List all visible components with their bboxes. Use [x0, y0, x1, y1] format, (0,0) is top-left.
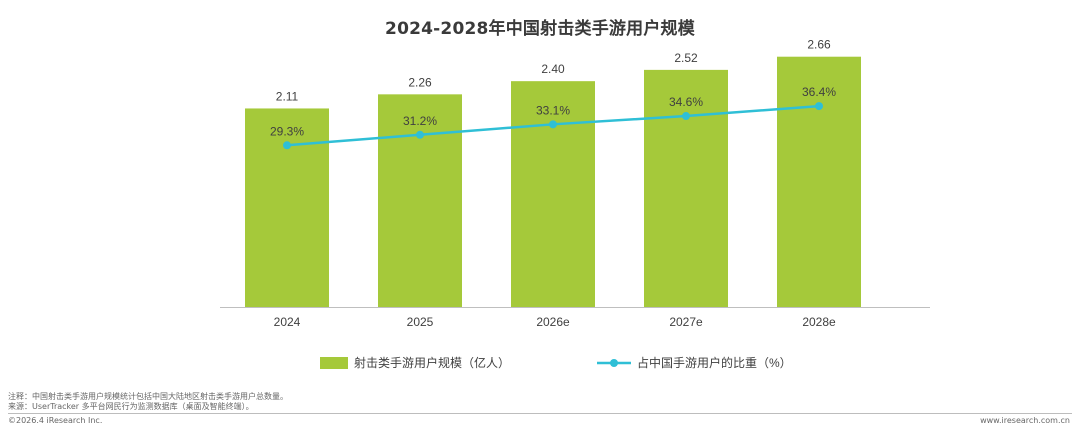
footnote-note: 注释：中国射击类手游用户规模统计包括中国大陆地区射击类手游用户总数量。 — [8, 392, 288, 401]
x-tick-2027e: 2027e — [669, 315, 703, 329]
line-label-2027e: 34.6% — [669, 95, 703, 109]
line-point-2028e — [815, 102, 823, 111]
website-text: www.iresearch.com.cn — [980, 416, 1070, 425]
bar-label-2024: 2.11 — [276, 89, 299, 103]
x-tick-2025: 2025 — [407, 315, 434, 329]
legend-label-bar: 射击类手游用户规模（亿人） — [354, 355, 510, 370]
line-point-2025 — [416, 130, 424, 139]
bar-2026e — [511, 81, 595, 307]
x-tick-2028e: 2028e — [802, 315, 836, 329]
legend-label-line: 占中国手游用户的比重（%） — [637, 355, 792, 370]
combo-chart: 2.11 2024 2.26 2025 2.40 2026e 2.52 2027e 2.66 20… — [220, 38, 930, 370]
chart-title: 2024-2028年中国射击类手游用户规模 — [385, 19, 695, 39]
x-tick-2026e: 2026e — [536, 315, 570, 329]
bar-label-2028e: 2.66 — [807, 38, 831, 52]
bar-label-2025: 2.26 — [408, 75, 432, 89]
footer-divider — [8, 413, 1072, 414]
bar-2028e — [777, 56, 861, 307]
legend-swatch-line-marker — [610, 359, 618, 367]
bar-2027e — [644, 69, 728, 307]
line-point-2024 — [283, 141, 291, 150]
line-label-2026e: 33.1% — [536, 103, 570, 117]
line-label-2028e: 36.4% — [802, 85, 836, 99]
line-point-2026e — [549, 120, 557, 129]
x-tick-2024: 2024 — [274, 315, 301, 329]
bar-2025 — [378, 94, 462, 307]
line-label-2025: 31.2% — [403, 114, 437, 128]
footnote-source: 来源：UserTracker 多平台网民行为监测数据库（桌面及智能终端）。 — [8, 402, 254, 411]
legend-swatch-bar — [320, 357, 348, 369]
copyright-text: ©2026.4 iResearch Inc. — [8, 416, 103, 425]
bar-label-2027e: 2.52 — [674, 51, 698, 65]
line-point-2027e — [682, 112, 690, 121]
line-label-2024: 29.3% — [270, 124, 304, 138]
bar-label-2026e: 2.40 — [541, 62, 565, 76]
